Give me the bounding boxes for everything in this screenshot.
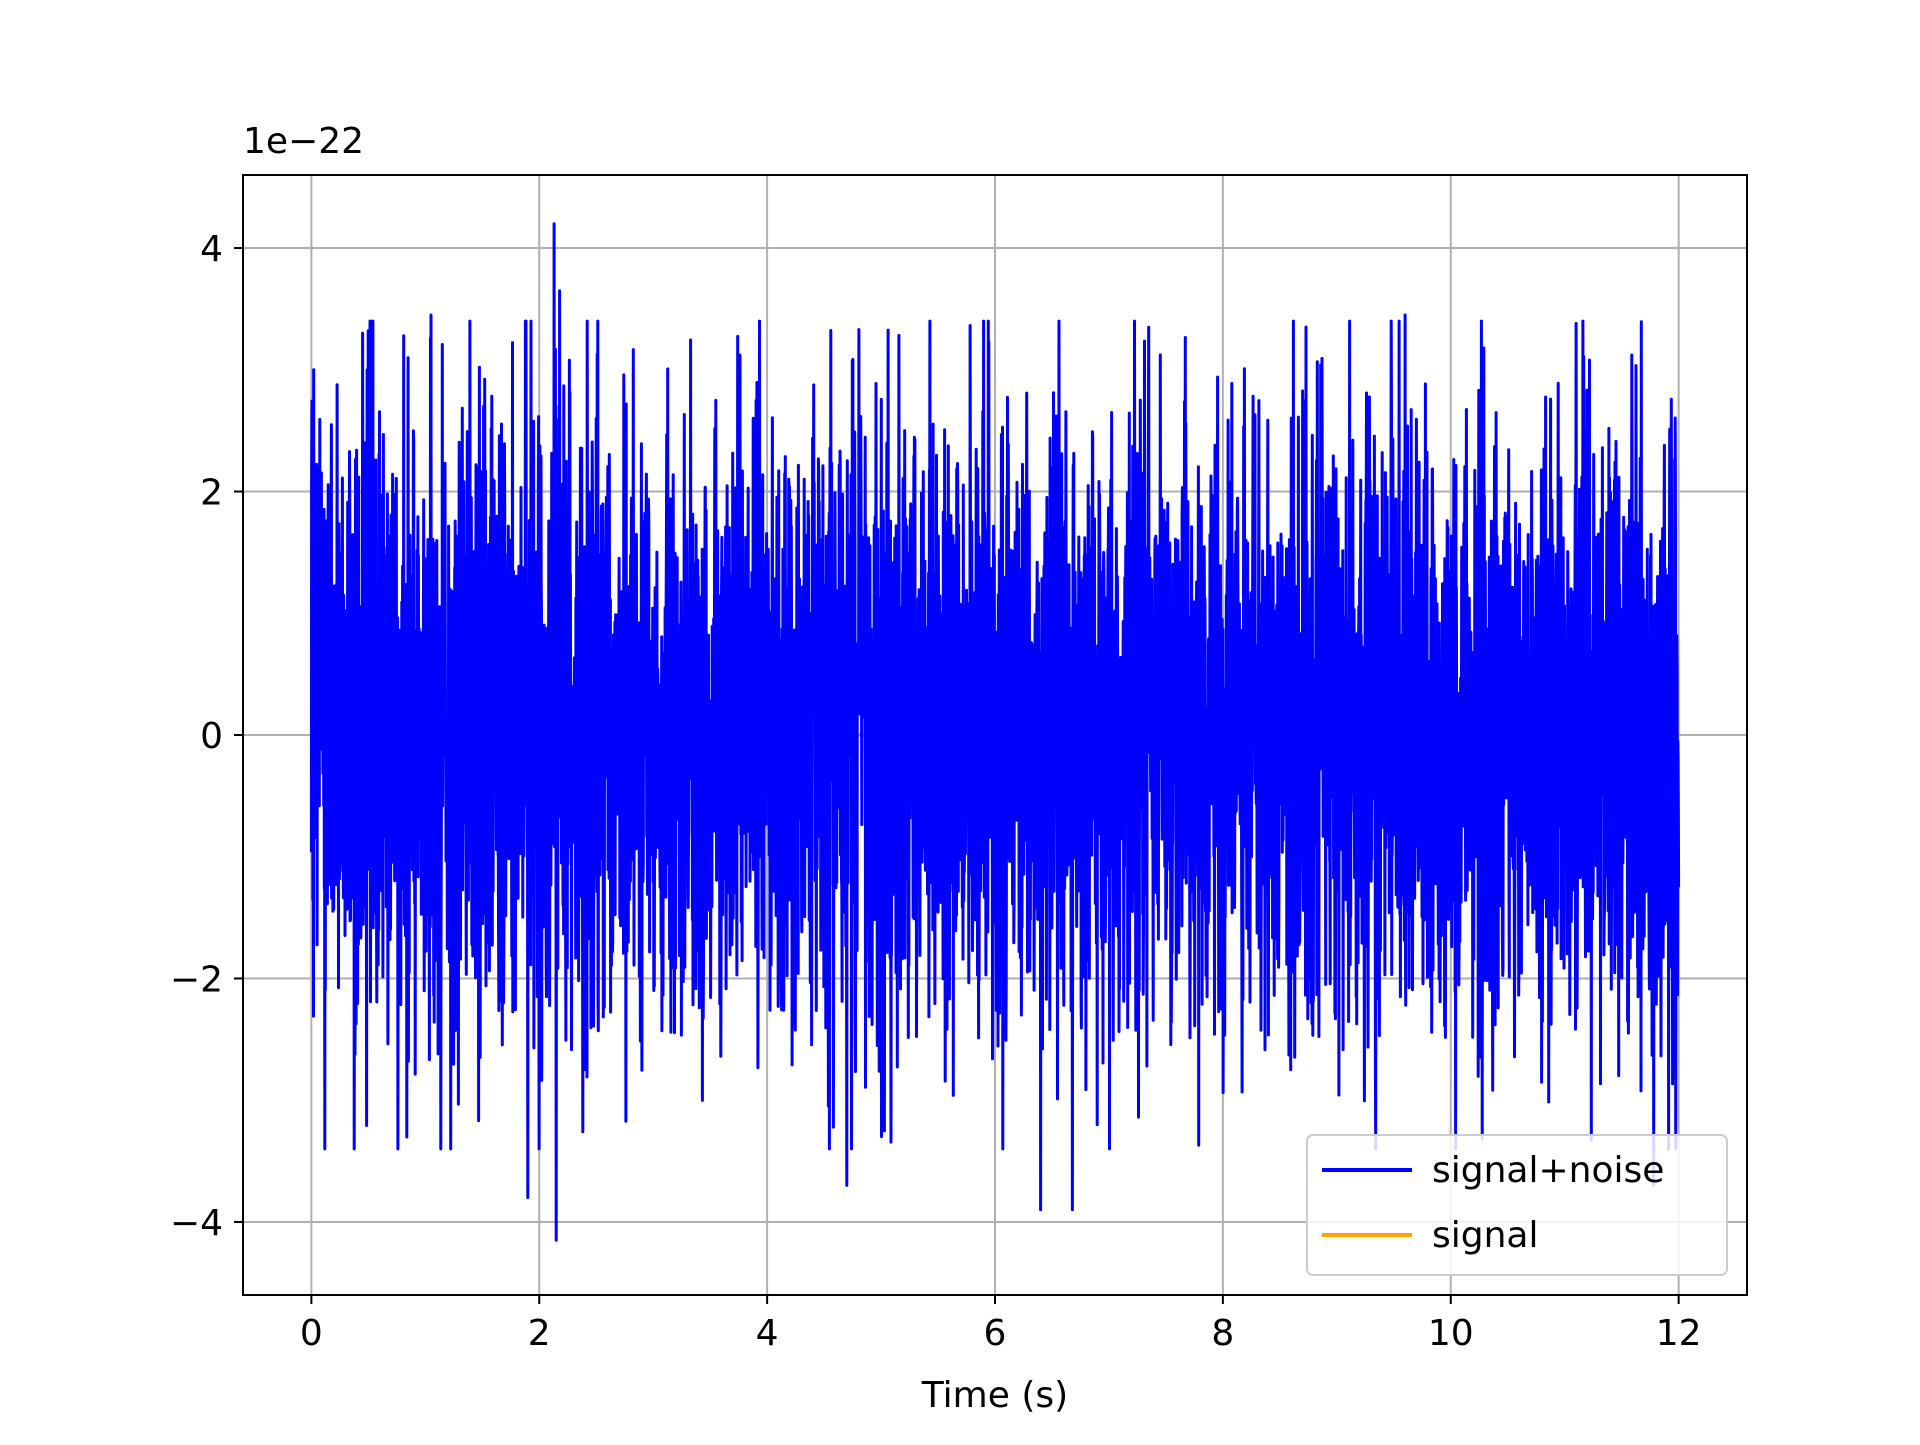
- x-tick-label: 6: [984, 1313, 1007, 1354]
- legend-label: signal: [1432, 1215, 1539, 1256]
- y-tick-layer: −4 −2 0 2 4: [170, 229, 243, 1244]
- legend: signal+noise signal: [1306, 1134, 1728, 1276]
- x-tick-label: 4: [756, 1313, 779, 1354]
- x-axis-label: Time (s): [921, 1375, 1068, 1416]
- x-tick-label: 2: [528, 1313, 551, 1354]
- y-tick-label: 4: [200, 229, 223, 270]
- series-line-signal-noise: [309, 222, 1681, 1242]
- legend-label: signal+noise: [1432, 1150, 1664, 1191]
- x-tick-layer: 0 2 4 6 8 10 12: [300, 1295, 1702, 1354]
- y-tick-label: 0: [200, 716, 223, 757]
- y-tick-label: −2: [170, 959, 223, 1000]
- plot-frame: [242, 174, 1748, 1296]
- y-tick-label: 2: [200, 473, 223, 514]
- series-layer: [309, 222, 1681, 1242]
- x-tick-label: 8: [1211, 1313, 1234, 1354]
- x-tick-label: 10: [1428, 1313, 1474, 1354]
- y-tick-label: −4: [170, 1203, 223, 1244]
- x-tick-label: 0: [300, 1313, 323, 1354]
- y-offset-label: 1e−22: [243, 121, 364, 162]
- x-tick-label: 12: [1656, 1313, 1702, 1354]
